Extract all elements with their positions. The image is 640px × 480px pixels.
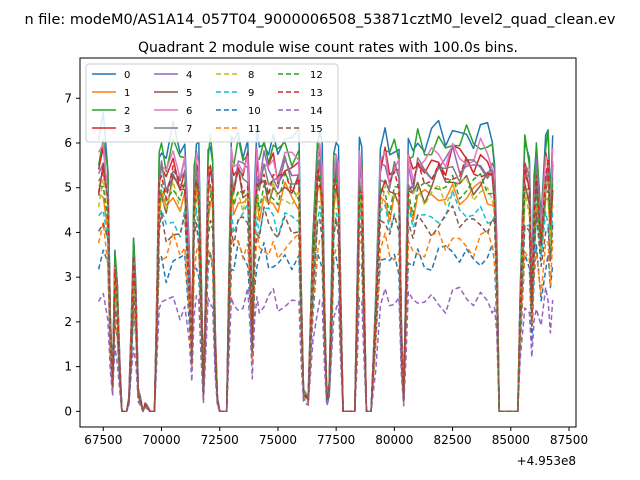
y-tick-label: 5 [64,181,72,195]
y-tick-label: 6 [64,136,72,150]
legend-label-11: 11 [248,124,261,135]
y-tick-label: 0 [64,404,72,418]
plot-lines [97,111,554,413]
x-offset-label: +4.953e8 [517,454,576,468]
series-line-13 [97,155,554,413]
legend-label-3: 3 [124,124,130,135]
axes-frame [79,57,577,428]
x-tick-label: 77500 [317,433,355,447]
x-tick-label: 75000 [259,433,297,447]
legend-label-14: 14 [310,106,323,117]
x-tick-label: 87500 [550,433,588,447]
x-axis: 67500 70000 72500 75000 77500 80000 82500 85000… [84,427,588,447]
x-tick-label: 70000 [142,433,180,447]
y-tick-label: 4 [64,225,72,239]
y-tick-label: 7 [64,91,72,105]
legend-label-8: 8 [248,70,254,81]
legend-label-5: 5 [186,88,192,99]
legend-label-12: 12 [310,70,323,81]
y-tick-label: 1 [64,360,72,374]
series-line-10 [97,241,554,413]
series-line-8 [97,177,554,413]
x-tick-label: 82500 [433,433,471,447]
y-tick-label: 2 [64,315,72,329]
legend-label-13: 13 [310,88,323,99]
legend-label-15: 15 [310,124,323,135]
y-axis: 0 1 2 3 4 5 6 7 [64,91,80,418]
legend-label-0: 0 [124,70,130,81]
legend-label-6: 6 [186,106,192,117]
legend-label-9: 9 [248,88,254,99]
x-tick-label: 67500 [84,433,122,447]
legend-label-7: 7 [186,124,192,135]
legend-label-10: 10 [248,106,261,117]
figure-suptitle: n file: modeM0/AS1A14_057T04_9000006508_… [24,12,615,28]
y-tick-label: 3 [64,270,72,284]
series-line-11 [97,221,554,413]
x-tick-label: 72500 [201,433,239,447]
legend-label-4: 4 [186,70,192,81]
legend-label-1: 1 [124,88,130,99]
x-tick-label: 80000 [375,433,413,447]
legend-box [85,63,339,143]
series-line-15 [97,205,554,413]
x-tick-label: 85000 [492,433,530,447]
chart-title: Quadrant 2 module wise count rates with … [138,40,518,56]
legend-label-2: 2 [124,106,130,117]
